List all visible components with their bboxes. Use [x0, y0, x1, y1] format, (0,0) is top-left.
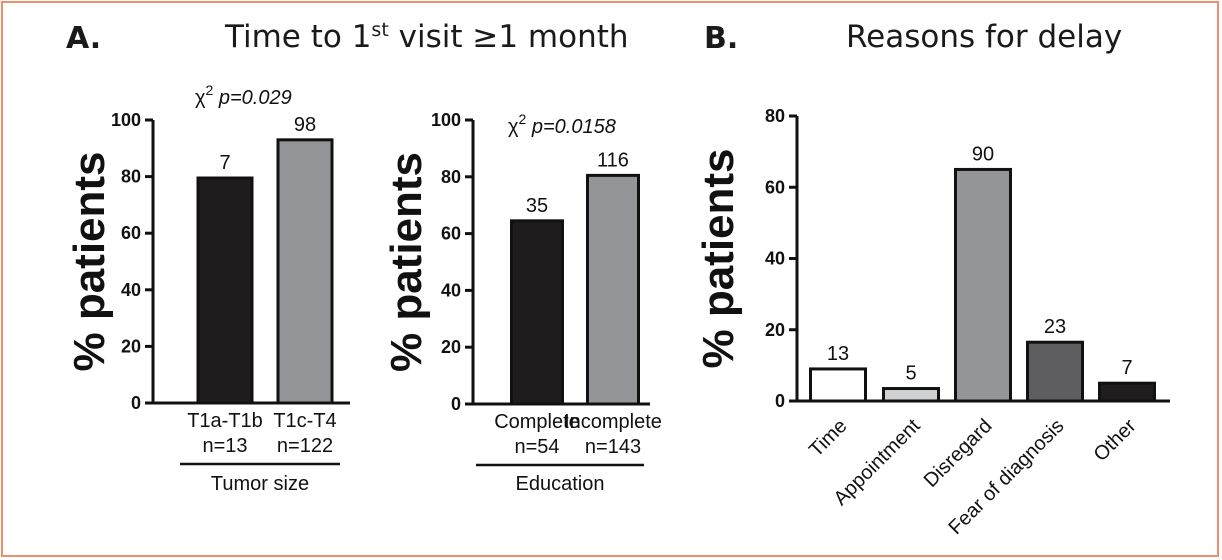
chart-2-bar-label: 5	[905, 363, 916, 385]
chart-2-bar	[1098, 381, 1156, 403]
chart-0-stat-symbol: χ	[195, 87, 206, 109]
chart-2-bar	[1026, 340, 1084, 403]
chart-0-stat-superscript: 2	[206, 82, 214, 98]
chart-2-y-tick-label: 80	[765, 106, 785, 126]
chart-2-y-tick-label: 60	[765, 177, 785, 197]
chart-1-category-n: n=143	[585, 436, 641, 458]
chart-2-y-tick-label: 0	[775, 391, 785, 411]
panel-b-letter: B.	[704, 21, 738, 56]
chart-2-bar	[809, 367, 867, 403]
chart-0-category-label: T1a-T1b	[187, 410, 263, 432]
chart-2-category-label: Disregard	[920, 415, 997, 492]
chart-1-stat-value: p=0.0158	[526, 116, 616, 138]
chart-1-group-label: Education	[516, 473, 605, 495]
chart-2-bar-label: 7	[1121, 357, 1132, 379]
chart-2-y-axis-title: % patients	[694, 148, 743, 368]
panel-a-title-rest: visit ≥1 month	[389, 19, 629, 55]
chart-0-stat-annotation: χ2 p=0.029	[195, 82, 292, 109]
chart-1-y-tick-label: 40	[441, 280, 461, 300]
chart-1-y-tick-label: 80	[441, 167, 461, 187]
chart-1-bar-label: 116	[597, 149, 629, 171]
chart-0-category-n: n=13	[202, 435, 247, 457]
chart-1-bar	[586, 173, 640, 406]
chart-1-stat-symbol: χ	[508, 116, 519, 138]
chart-1-y-tick-label: 20	[441, 337, 461, 357]
chart-2-bar-label: 90	[972, 143, 994, 165]
chart-0-y-tick-label: 20	[121, 336, 141, 356]
chart-1-stat-annotation: χ2 p=0.0158	[508, 111, 616, 138]
chart-0-bar	[196, 176, 254, 405]
chart-0-bar-label: 98	[294, 114, 316, 136]
chart-0-category-n: n=122	[277, 435, 333, 457]
panel-a-title-main: Time to 1	[224, 19, 371, 55]
chart-1-y-tick-label: 60	[441, 224, 461, 244]
chart-0-bar-label: 7	[219, 152, 230, 174]
chart-1-category-n: n=54	[514, 436, 559, 458]
chart-0-group-label: Tumor size	[211, 473, 309, 495]
chart-1-bar-label: 35	[526, 195, 548, 217]
chart-0-y-tick-label: 80	[121, 167, 141, 187]
chart-2-bar	[882, 387, 940, 403]
chart-0-y-tick-label: 40	[121, 280, 141, 300]
chart-0-y-tick-label: 60	[121, 223, 141, 243]
panel-a-title: Time to 1st visit ≥1 month	[224, 19, 629, 55]
panel-a-title-sup: st	[371, 19, 388, 41]
chart-0-y-axis-title: % patients	[65, 151, 114, 371]
chart-2-y-tick-label: 20	[765, 320, 785, 340]
chart-2-category-label: Other	[1090, 415, 1141, 466]
chart-2-category-label: Time	[805, 415, 851, 461]
chart-1-y-axis-title: % patients	[382, 152, 431, 372]
panel-a-letter: A.	[66, 21, 101, 56]
chart-1-stat-superscript: 2	[519, 111, 527, 127]
chart-1-y-tick-label: 100	[431, 110, 461, 130]
chart-1-bar	[510, 219, 564, 406]
chart-0-y-tick-label: 0	[131, 393, 141, 413]
chart-0-stat-value: p=0.029	[213, 87, 291, 109]
chart-0-y-tick-label: 100	[111, 110, 141, 130]
chart-2-bar	[954, 167, 1012, 403]
chart-1-y-tick-label: 0	[451, 394, 461, 414]
chart-0-category-label: T1c-T4	[273, 410, 336, 432]
chart-2-bar-label: 23	[1044, 316, 1066, 338]
chart-1-category-label: Incomplete	[564, 411, 662, 433]
chart-2-y-tick-label: 40	[765, 249, 785, 269]
chart-0-bar	[276, 138, 334, 405]
panel-b-title: Reasons for delay	[846, 19, 1122, 55]
chart-2-bar-label: 13	[827, 343, 849, 365]
chart-1-category-label: Complete	[494, 411, 580, 433]
